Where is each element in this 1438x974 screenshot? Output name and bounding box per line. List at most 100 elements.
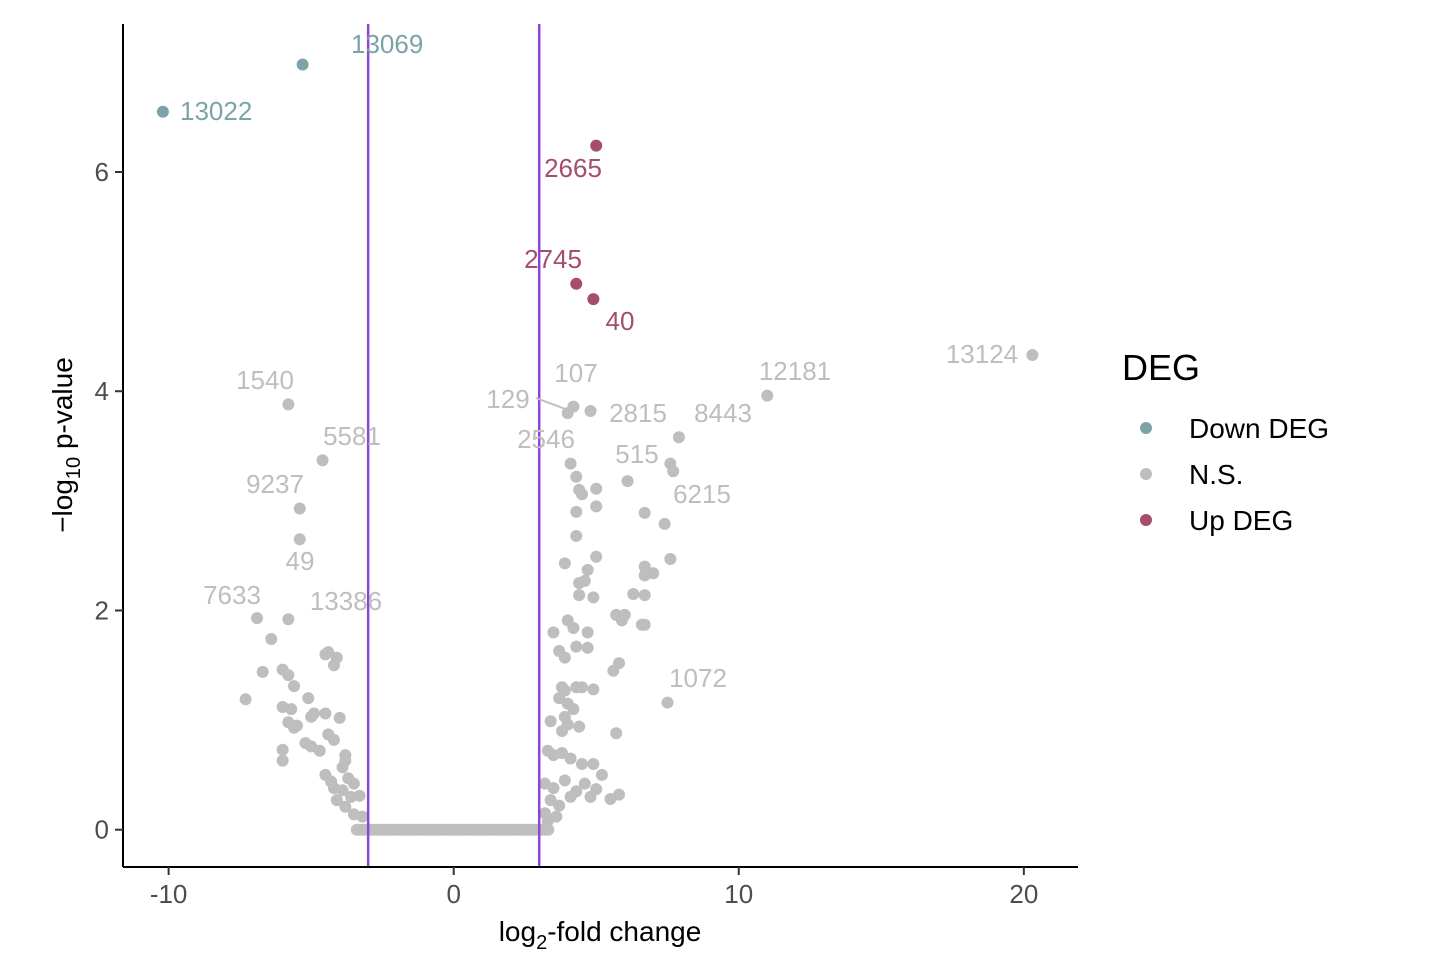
ns-point [558,557,571,570]
ns-point [347,777,360,790]
ns-point [575,681,588,694]
point-label: 40 [606,306,635,336]
ns-point [288,680,301,693]
ns-point [288,721,301,734]
ns-point [672,431,685,444]
x-tick-label: 10 [724,879,753,909]
y-axis-title: −log10 p-value [47,357,85,533]
ns-point [570,640,583,653]
ns-point [356,810,369,823]
point-label: 13386 [310,586,382,616]
ns-point [336,761,349,774]
ns-point [613,788,626,801]
ns-point [336,784,349,797]
axes: -10 0 10 20 0 2 4 6 [95,24,1078,909]
ns-point [282,398,295,411]
ns-point [564,790,577,803]
y-tick-label: 0 [95,815,109,845]
ns-point [638,569,651,582]
ns-point [638,618,651,631]
point-label: 2815 [609,398,667,428]
ns-point [575,488,588,501]
ns-point [276,743,289,756]
legend-label-down: Down DEG [1189,413,1329,444]
legend-key-up [1140,514,1152,526]
ns-point [570,529,583,542]
ns-point [581,563,594,576]
up-point [570,277,583,290]
ns-point [556,725,569,738]
ns-point [561,407,574,420]
legend-title: DEG [1122,347,1200,388]
down-point [296,58,309,71]
up-point [587,293,600,306]
y-ticks: 0 2 4 6 [95,157,123,845]
ns-point [621,475,634,488]
up-point [590,139,603,152]
ns-point [1026,349,1039,362]
ns-point [327,659,340,672]
ns-point [615,614,628,627]
ns-point [595,768,608,781]
ns-point [319,707,332,720]
ns-point [547,782,560,795]
ns-point [590,500,603,513]
point-label: 7633 [203,580,261,610]
ns-point [285,703,298,716]
ns-point [544,794,557,807]
ns-point [664,552,677,565]
ns-point [578,777,591,790]
ns-point [265,632,278,645]
ns-point [302,692,315,705]
ns-point [553,692,566,705]
ns-point [570,470,583,483]
ns-point [761,389,774,402]
ns-point [581,641,594,654]
point-label: 13022 [180,96,252,126]
threshold-lines [366,24,541,867]
point-label: 129 [486,384,529,414]
ns-point [564,457,577,470]
y-tick-label: 6 [95,157,109,187]
ns-point [587,757,600,770]
point-label: 13124 [946,339,1018,369]
ns-point [590,783,603,796]
ns-point [553,799,566,812]
label-leader [535,397,569,411]
x-tick-label: 20 [1009,879,1038,909]
point-label: 9237 [246,469,304,499]
point-label: 8443 [694,398,752,428]
ns-point [567,703,580,716]
ns-point [293,502,306,515]
y-tick-label: 4 [95,376,109,406]
x-tick-label: -10 [150,879,188,909]
point-label: 13069 [351,29,423,59]
ns-point [558,774,571,787]
ns-point [564,752,577,765]
ns-point [305,710,318,723]
legend-label-ns: N.S. [1189,459,1243,490]
ns-point [319,648,332,661]
ns-point [610,727,623,740]
ns-point [541,814,554,827]
ns-point [556,746,569,759]
x-ticks: -10 0 10 20 [150,867,1038,909]
ns-point [607,664,620,677]
ns-point [333,711,346,724]
point-label: 1072 [669,663,727,693]
point-label: 12181 [759,356,831,386]
ns-point [578,574,591,587]
legend-key-ns [1140,468,1152,480]
ns-point [250,612,263,625]
point-label: 5581 [323,421,381,451]
ns-point [316,454,329,467]
point-label: 6215 [673,479,731,509]
ns-point [661,696,674,709]
ns-point [544,715,557,728]
ns-point [276,754,289,767]
legend: DEG Down DEG N.S. Up DEG [1122,347,1329,536]
point-label: 1540 [236,365,294,395]
ns-point [658,517,671,530]
ns-point [573,589,586,602]
